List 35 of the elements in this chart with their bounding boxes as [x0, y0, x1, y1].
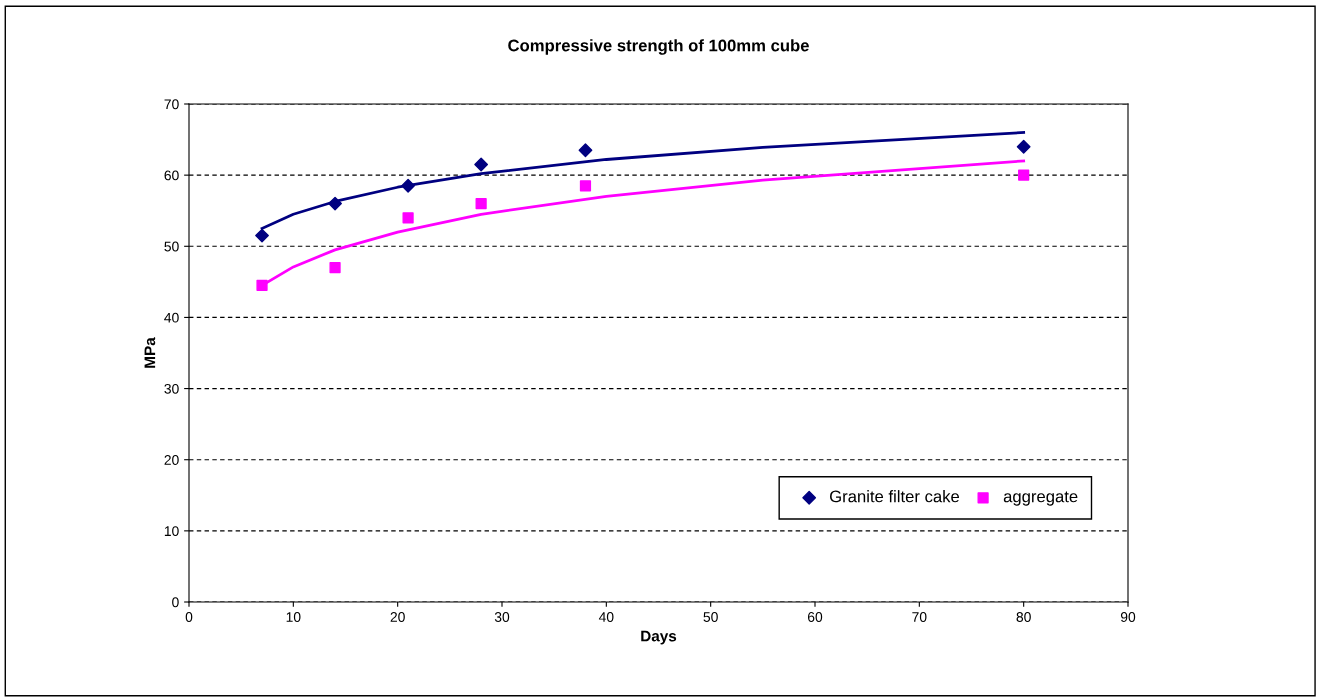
y-tick-label: 20: [164, 455, 179, 465]
x-tick-label: 20: [390, 612, 405, 622]
point: [1018, 169, 1030, 181]
chart-title: Compressive strength of 100mm cube: [508, 39, 809, 55]
legend-label: Granite filter cake: [830, 490, 960, 503]
x-axis-title: Days: [641, 630, 677, 645]
point: [578, 143, 593, 158]
point: [474, 157, 489, 172]
y-tick-label: 30: [164, 383, 179, 394]
y-axis-title: MPa: [144, 337, 156, 368]
y-tick-label: 50: [164, 241, 179, 252]
point: [256, 279, 268, 292]
y-tick-label: 40: [164, 312, 179, 323]
y-tick-label: 70: [164, 99, 179, 110]
x-tick-label: 60: [807, 612, 823, 622]
y-tick-label: 10: [164, 526, 179, 537]
legend-label: aggregate: [1003, 491, 1078, 506]
x-tick-label: 80: [1016, 612, 1031, 622]
x-tick-label: 90: [1120, 612, 1136, 622]
y-tick-label: 0: [172, 597, 179, 608]
point: [401, 178, 416, 193]
x-tick-label: 50: [703, 612, 718, 622]
point: [1016, 139, 1031, 154]
x-tick-label: 40: [598, 612, 614, 622]
point: [579, 180, 592, 192]
point: [475, 197, 487, 210]
point: [255, 228, 269, 243]
y-tick-label: 60: [164, 170, 179, 181]
x-tick-label: 0: [185, 612, 193, 622]
x-tick-label: 70: [912, 612, 927, 622]
x-tick-label: 30: [494, 612, 510, 622]
point: [402, 212, 414, 224]
point: [329, 262, 341, 274]
x-tick-label: 10: [286, 612, 301, 622]
point: [328, 196, 342, 211]
